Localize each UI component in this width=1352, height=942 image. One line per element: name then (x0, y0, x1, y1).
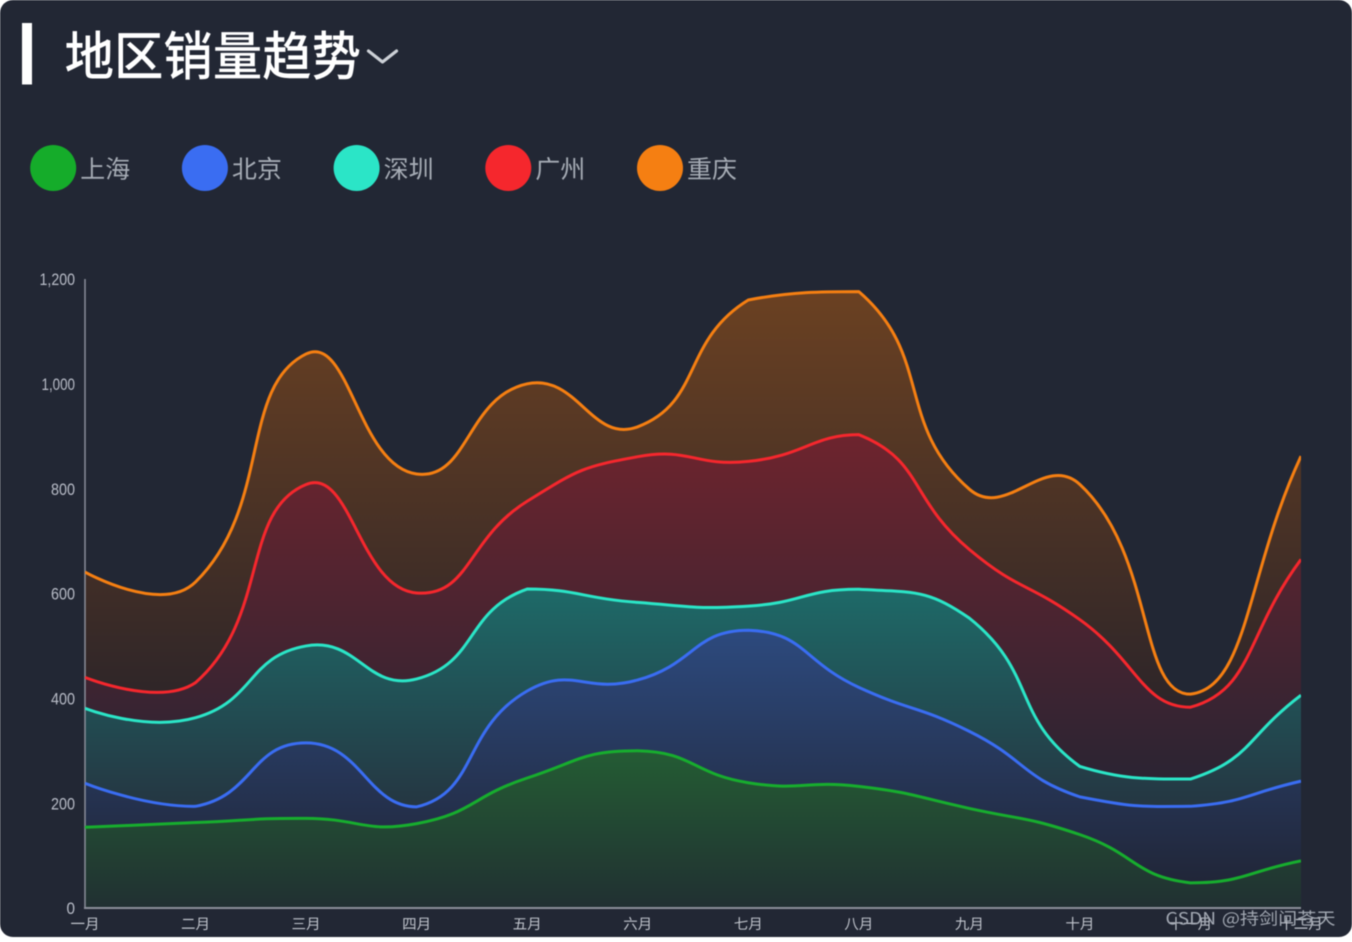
svg-text:800: 800 (51, 480, 75, 499)
svg-text:1,200: 1,200 (40, 270, 76, 289)
svg-text:400: 400 (51, 690, 75, 709)
svg-text:600: 600 (51, 585, 75, 604)
svg-text:200: 200 (51, 794, 75, 813)
svg-text:1,000: 1,000 (42, 375, 76, 394)
svg-text:0: 0 (67, 899, 76, 918)
